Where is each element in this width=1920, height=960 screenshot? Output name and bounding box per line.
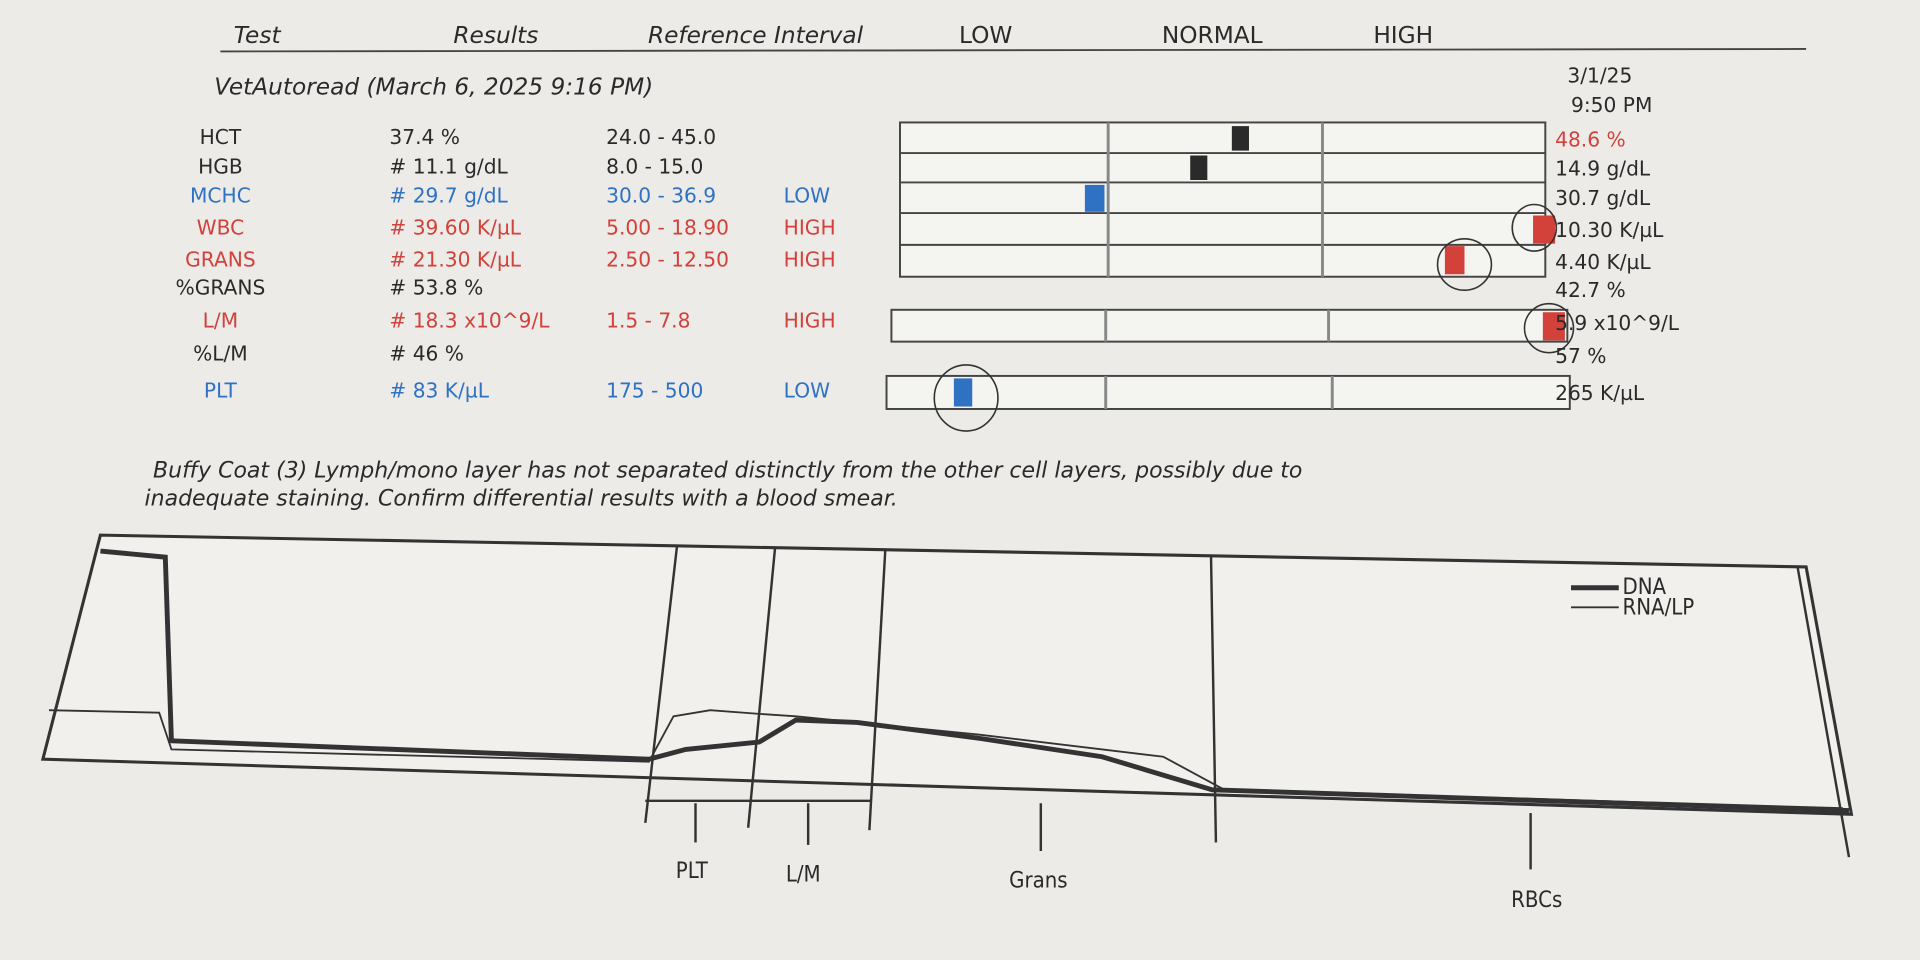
- previous-result: 4.40 K/µL: [1555, 250, 1651, 274]
- reference: 175 - 500: [606, 378, 703, 402]
- test-name: HCT: [200, 125, 242, 149]
- region-line: [644, 544, 679, 823]
- reference: 2.50 - 12.50: [606, 247, 729, 271]
- range-tracks: [885, 121, 1575, 432]
- test-name: GRANS: [185, 247, 256, 271]
- region-label: PLT: [676, 859, 709, 884]
- previous-result: 57 %: [1555, 344, 1606, 368]
- previous-result: 42.7 %: [1555, 278, 1626, 302]
- column-header: HIGH: [1373, 22, 1433, 49]
- result: # 46 %: [389, 342, 464, 366]
- note-line: inadequate staining. Confirm differentia…: [144, 487, 897, 512]
- reference: 1.5 - 7.8: [606, 309, 690, 333]
- result: # 29.7 g/dL: [389, 184, 508, 208]
- marker: [953, 378, 973, 407]
- track-box: [890, 308, 1569, 343]
- previous-time: 9:50 PM: [1571, 93, 1652, 117]
- column-header: Results: [453, 22, 538, 49]
- test-name: %GRANS: [176, 275, 266, 299]
- region-label: L/M: [786, 863, 821, 888]
- rna-curve: [48, 709, 1843, 810]
- flag: HIGH: [784, 215, 836, 239]
- flag: LOW: [784, 378, 830, 402]
- marker: [1542, 312, 1565, 341]
- marker: [1444, 246, 1465, 275]
- result: 37.4 %: [389, 125, 460, 149]
- column-header: Test: [234, 22, 282, 49]
- marker: [1084, 184, 1105, 212]
- region-label: Grans: [1009, 869, 1068, 894]
- previous-result: 30.7 g/dL: [1555, 186, 1651, 210]
- histogram: [40, 533, 1854, 870]
- result: # 83 K/µL: [389, 378, 489, 402]
- previous-result: 14.9 g/dL: [1555, 157, 1651, 181]
- track-box: [899, 121, 1547, 278]
- region-line: [746, 547, 777, 828]
- previous-result: 265 K/µL: [1555, 381, 1645, 405]
- result: # 11.1 g/dL: [389, 154, 508, 178]
- previous-result: 48.6 %: [1555, 127, 1626, 151]
- result: # 53.8 %: [389, 275, 483, 299]
- reference: 5.00 - 18.90: [606, 215, 729, 239]
- legend-label: DNA: [1622, 575, 1666, 600]
- flag: HIGH: [784, 247, 836, 271]
- column-header: NORMAL: [1162, 22, 1263, 49]
- graph-frame: [40, 533, 1854, 816]
- marker: [1190, 155, 1208, 180]
- column-header: Reference Interval: [648, 22, 864, 49]
- test-name: L/M: [203, 309, 238, 333]
- test-name: WBC: [197, 215, 245, 239]
- report-title: VetAutoread (March 6, 2025 9:16 PM): [214, 74, 653, 101]
- result: # 39.60 K/µL: [389, 215, 521, 239]
- result: # 21.30 K/µL: [389, 247, 521, 271]
- pen-circle: [1523, 302, 1575, 354]
- previous-result: 5.9 x10^9/L: [1555, 311, 1680, 335]
- column-header: LOW: [959, 22, 1012, 49]
- pen-circle: [1511, 203, 1558, 252]
- reference: 24.0 - 45.0: [606, 125, 716, 149]
- note-line: Buffy Coat (3) Lymph/mono layer has not …: [153, 458, 1302, 483]
- test-name: %L/M: [193, 342, 248, 366]
- region-label: RBCs: [1511, 888, 1562, 913]
- header-rule: [220, 48, 1807, 53]
- result: # 18.3 x10^9/L: [389, 309, 550, 333]
- flag: LOW: [784, 184, 830, 208]
- region-line: [868, 549, 887, 831]
- region-line: [1209, 555, 1218, 843]
- reference: 8.0 - 15.0: [606, 154, 703, 178]
- test-name: PLT: [204, 378, 238, 402]
- previous-date: 3/1/25: [1567, 64, 1632, 88]
- legend-label: RNA/LP: [1622, 596, 1694, 621]
- pen-circle: [1436, 237, 1493, 291]
- previous-result: 10.30 K/µL: [1555, 218, 1664, 242]
- reference: 30.0 - 36.9: [606, 184, 716, 208]
- track-box: [885, 374, 1571, 410]
- test-name: HGB: [198, 154, 243, 178]
- dna-curve: [100, 548, 1850, 814]
- marker: [1533, 215, 1556, 244]
- marker: [1231, 126, 1249, 151]
- test-name: MCHC: [190, 184, 251, 208]
- flag: HIGH: [784, 309, 836, 333]
- pen-circle: [933, 364, 999, 432]
